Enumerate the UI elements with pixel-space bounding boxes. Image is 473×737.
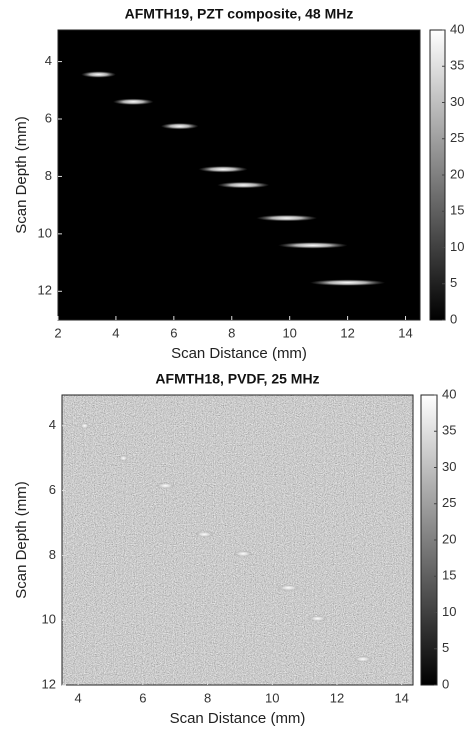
reflector	[81, 71, 116, 78]
colorbar-tick-label: 20	[442, 531, 456, 546]
reflector	[155, 482, 176, 489]
colorbar-tick-label: 40	[450, 21, 464, 36]
colorbar-tick-label: 0	[450, 311, 457, 326]
chart-title: AFMTH19, PZT composite, 48 MHz	[125, 6, 354, 22]
y-tick-label: 12	[38, 283, 52, 298]
reflector	[309, 279, 386, 286]
colorbar-tick-label: 35	[442, 423, 456, 438]
speckle-noise	[62, 395, 413, 685]
colorbar-tick-label: 25	[442, 495, 456, 510]
y-axis-label: Scan Depth (mm)	[13, 116, 30, 234]
reflector	[113, 98, 154, 105]
colorbar-tick-label: 15	[450, 203, 464, 218]
x-tick-label: 14	[398, 325, 412, 340]
colorbar-tick-label: 40	[442, 386, 456, 401]
x-tick-label: 4	[75, 690, 82, 705]
colorbar-tick-label: 0	[442, 676, 449, 691]
reflector	[353, 655, 373, 663]
plot-frame	[61, 394, 414, 686]
x-tick-label: 14	[394, 690, 408, 705]
x-tick-label: 8	[204, 690, 211, 705]
plot-frame	[57, 29, 421, 321]
image-background	[58, 30, 420, 320]
x-tick-label: 4	[112, 325, 119, 340]
reflector	[79, 422, 90, 429]
colorbar-tick-label: 10	[442, 604, 456, 619]
colorbar-tick-label: 5	[442, 640, 449, 655]
colorbar-tick-label: 30	[442, 459, 456, 474]
x-tick-label: 6	[139, 690, 146, 705]
x-tick-label: 10	[265, 690, 279, 705]
colorbar-tick-label: 20	[450, 166, 464, 181]
y-tick-label: 4	[49, 417, 56, 432]
reflector	[256, 214, 318, 222]
x-tick-label: 10	[282, 325, 296, 340]
y-tick-label: 4	[45, 53, 52, 68]
reflector	[198, 166, 248, 173]
colorbar-tick-label: 5	[450, 275, 457, 290]
x-tick-label: 8	[228, 325, 235, 340]
reflector	[233, 550, 253, 557]
colorbar-tick-label: 35	[450, 58, 464, 73]
reflector	[278, 242, 348, 249]
colorbar-tick-label: 25	[450, 130, 464, 145]
x-tick-label: 6	[170, 325, 177, 340]
reflector	[277, 584, 300, 591]
y-tick-label: 10	[38, 225, 52, 240]
reflector	[118, 454, 129, 462]
reflector	[217, 181, 270, 189]
x-axis-label: Scan Distance (mm)	[171, 345, 307, 362]
x-tick-label: 12	[330, 690, 344, 705]
chart-title: AFMTH18, PVDF, 25 MHz	[155, 371, 319, 387]
x-tick-label: 2	[54, 325, 61, 340]
y-tick-label: 8	[49, 547, 56, 562]
x-axis-label: Scan Distance (mm)	[170, 710, 306, 727]
y-axis-label: Scan Depth (mm)	[13, 481, 30, 599]
colorbar-tick-label: 15	[442, 568, 456, 583]
y-tick-label: 12	[42, 676, 56, 691]
reflector	[307, 615, 328, 622]
reflector	[160, 122, 199, 130]
y-tick-label: 6	[49, 482, 56, 497]
colorbar-tick-label: 30	[450, 94, 464, 109]
y-tick-label: 10	[42, 612, 56, 627]
x-tick-label: 12	[340, 325, 354, 340]
y-tick-label: 6	[45, 110, 52, 125]
y-tick-label: 8	[45, 168, 52, 183]
colorbar-tick-label: 10	[450, 239, 464, 254]
reflector	[194, 531, 215, 538]
